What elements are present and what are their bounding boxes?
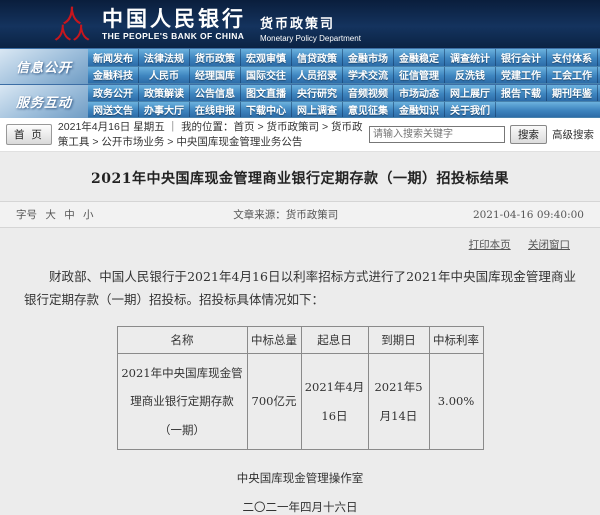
nav-item[interactable]: 关于我们 (445, 101, 496, 117)
nav-item[interactable]: 网上展厅 (445, 85, 496, 101)
font-size-large[interactable]: 大 (45, 209, 56, 221)
cell-maturity-date: 2021年5月14日 (367, 353, 430, 451)
close-window-link[interactable]: 关闭窗口 (528, 239, 570, 251)
search-input[interactable] (369, 126, 505, 143)
font-size-medium[interactable]: 中 (64, 209, 75, 221)
bank-name-cn: 中国人民银行 (102, 6, 246, 32)
signature-date: 二〇二一年四月十六日 (242, 500, 358, 515)
col-header-rate: 中标利率 (428, 326, 484, 355)
article-content: 2021年中央国库现金管理商业银行定期存款（一期）招投标结果 字号 大 中 小 … (0, 152, 600, 515)
nav-section-label[interactable]: 信息公开 (0, 49, 88, 84)
nav-item[interactable]: 央行研究 (292, 85, 343, 101)
current-date: 2021年4月16日 星期五 (57, 121, 165, 134)
department-title: 货币政策司 Monetary Policy Department (260, 5, 361, 43)
nav-rows: 政务公开 政策解读 公告信息 图文直播 央行研究 音频视频 市场动态 网上展厅 报告下载 期刊年鉴… (88, 85, 600, 118)
nav-item[interactable]: 期刊年鉴 (547, 85, 598, 101)
nav-item[interactable]: 调查统计 (445, 49, 496, 66)
article-source: 文章来源：货币政策司 (233, 209, 339, 221)
nav-item[interactable]: 工会工作 (547, 66, 598, 83)
nav-item[interactable]: 公告信息 (190, 85, 241, 101)
nav-item[interactable]: 银行会计 (496, 49, 547, 66)
nav-item[interactable]: 金融知识 (394, 101, 445, 117)
article-body: 财政部、中国人民银行于2021年4月16日以利率招标方式进行了2021年中央国库… (24, 269, 576, 308)
search-button[interactable]: 搜索 (510, 125, 547, 144)
nav-item[interactable]: 意见征集 (343, 101, 394, 117)
nav-item[interactable]: 音频视频 (343, 85, 394, 101)
col-header-start-date: 起息日 (300, 326, 369, 355)
article-actions: 打印本页 关闭窗口 (0, 228, 600, 252)
cell-start-date: 2021年4月16日 (300, 353, 369, 451)
nav-item[interactable]: 信贷政策 (292, 49, 343, 66)
top-banner: 人 人 人 中国人民银行 THE PEOPLE'S BANK OF CHINA … (0, 0, 600, 48)
page-title: 2021年中央国库现金管理商业银行定期存款（一期）招投标结果 (91, 171, 509, 187)
breadcrumb-bar: 首 页 2021年4月16日 星期五 ｜ 我的位置：首页 > 货币政策司 > 货… (0, 118, 600, 152)
article-meta: 字号 大 中 小 文章来源：货币政策司 2021-04-16 09:40:00 (0, 201, 600, 228)
nav-row: 新闻发布 法律法规 货币政策 宏观审慎 信贷政策 金融市场 金融稳定 调查统计 银行会计 支付体系 (88, 49, 600, 67)
article-datetime: 2021-04-16 09:40:00 (472, 208, 584, 221)
nav-item[interactable]: 网送文告 (88, 101, 139, 117)
breadcrumb-path[interactable]: 我的位置：首页 > 货币政策司 > 货币政策工具 > 公开市场业务 > 中央国库… (57, 121, 363, 148)
font-size-label: 字号 (16, 209, 37, 221)
font-size-small[interactable]: 小 (83, 209, 94, 221)
nav-section-info-disclosure: 信息公开 新闻发布 法律法规 货币政策 宏观审慎 信贷政策 金融市场 金融稳定 调查统计 银行会… (0, 48, 600, 84)
nav-item[interactable]: 人员招录 (292, 66, 343, 83)
col-header-amount: 中标总量 (246, 326, 302, 355)
nav-item[interactable]: 下载中心 (241, 101, 292, 117)
nav-item[interactable]: 反洗钱 (445, 66, 496, 83)
nav-section-label[interactable]: 服务互动 (0, 85, 88, 118)
nav-item[interactable]: 国际交往 (241, 66, 292, 83)
svg-text:人: 人 (63, 5, 82, 27)
nav-row: 政务公开 政策解读 公告信息 图文直播 央行研究 音频视频 市场动态 网上展厅 报告下载 期刊年鉴 (88, 85, 600, 102)
nav-item[interactable]: 图文直播 (241, 85, 292, 101)
cell-name: 2021年中央国库现金管理商业银行定期存款（一期） (116, 353, 248, 451)
nav-item[interactable]: 政策解读 (139, 85, 190, 101)
department-name-cn: 货币政策司 (260, 16, 336, 31)
nav-item[interactable]: 宏观审慎 (241, 49, 292, 66)
nav-row: 金融科技 人民币 经理国库 国际交往 人员招录 学术交流 征信管理 反洗钱 党建工作 工会工作 (88, 66, 600, 84)
cell-amount: 700亿元 (246, 353, 302, 451)
bank-title: 中国人民银行 THE PEOPLE'S BANK OF CHINA (102, 7, 246, 40)
table-row: 2021年中央国库现金管理商业银行定期存款（一期） 700亿元 2021年4月1… (116, 353, 484, 451)
home-button[interactable]: 首 页 (6, 124, 52, 145)
nav-item[interactable]: 网上调查 (292, 101, 343, 117)
col-header-name: 名称 (116, 326, 248, 355)
nav-item[interactable]: 法律法规 (139, 49, 190, 66)
col-header-maturity-date: 到期日 (367, 326, 430, 355)
nav-item[interactable]: 党建工作 (496, 66, 547, 83)
nav-item[interactable]: 支付体系 (547, 49, 598, 66)
svg-text:人: 人 (73, 23, 90, 43)
cell-rate: 3.00% (428, 353, 484, 451)
nav-item[interactable]: 金融科技 (88, 66, 139, 83)
search-box: 搜索 高级搜索 (369, 125, 594, 144)
auction-result-table: 名称 中标总量 起息日 到期日 中标利率 2021年中央国库现金管理商业银行定期… (116, 326, 484, 451)
signature-office: 中央国库现金管理操作室 (236, 471, 364, 486)
nav-rows: 新闻发布 法律法规 货币政策 宏观审慎 信贷政策 金融市场 金融稳定 调查统计 银行会计 支付体系… (88, 49, 600, 84)
nav-item[interactable]: 在线申报 (190, 101, 241, 117)
nav-item[interactable]: 金融稳定 (394, 49, 445, 66)
nav-item[interactable]: 货币政策 (190, 49, 241, 66)
nav-item[interactable]: 新闻发布 (88, 49, 139, 66)
pboc-logo-icon: 人 人 人 (55, 5, 90, 43)
advanced-search-link[interactable]: 高级搜索 (552, 129, 594, 141)
table-header-row: 名称 中标总量 起息日 到期日 中标利率 (116, 326, 484, 355)
nav-item[interactable]: 报告下载 (496, 85, 547, 101)
bank-name-en: THE PEOPLE'S BANK OF CHINA (102, 30, 245, 41)
nav-item[interactable]: 市场动态 (394, 85, 445, 101)
font-size-control: 字号 大 中 小 (16, 207, 99, 222)
nav-item[interactable]: 征信管理 (394, 66, 445, 83)
crumb-separator: ｜ (167, 121, 179, 134)
nav-item[interactable]: 人民币 (139, 66, 190, 83)
nav-item[interactable]: 学术交流 (343, 66, 394, 83)
nav-section-service-interaction: 服务互动 政务公开 政策解读 公告信息 图文直播 央行研究 音频视频 市场动态 网上展厅 报告下… (0, 84, 600, 118)
svg-text:人: 人 (55, 23, 72, 43)
department-name-en: Monetary Policy Department (260, 34, 361, 43)
nav-row: 网送文告 办事大厅 在线申报 下载中心 网上调查 意见征集 金融知识 关于我们 (88, 101, 600, 118)
nav-item[interactable]: 政务公开 (88, 85, 139, 101)
nav-item[interactable]: 金融市场 (343, 49, 394, 66)
breadcrumb: 2021年4月16日 星期五 ｜ 我的位置：首页 > 货币政策司 > 货币政策工… (58, 120, 363, 148)
print-page-link[interactable]: 打印本页 (468, 239, 511, 251)
nav-item[interactable]: 办事大厅 (139, 101, 190, 117)
nav-item[interactable]: 经理国库 (190, 66, 241, 83)
